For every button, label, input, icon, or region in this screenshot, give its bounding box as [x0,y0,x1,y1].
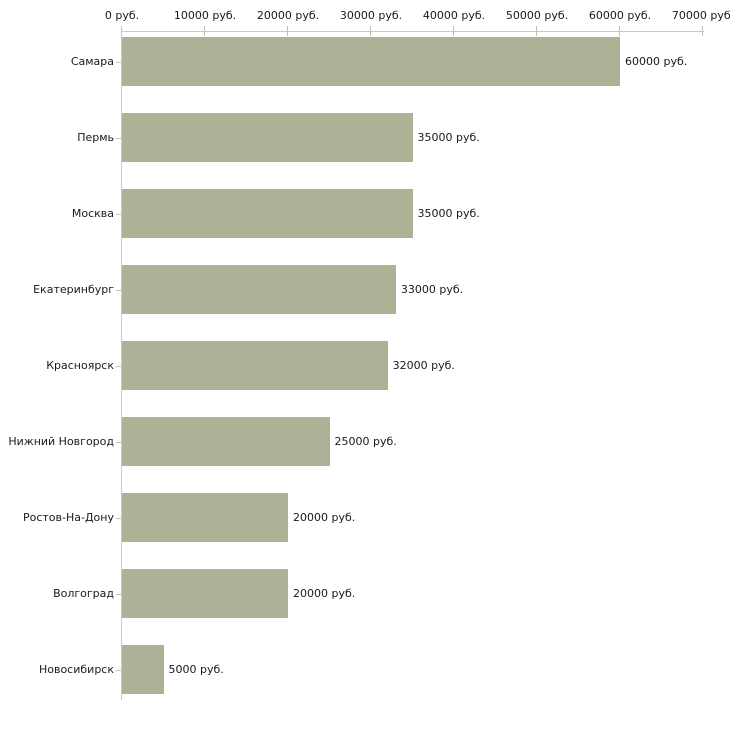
x-axis-tick-label: 10000 руб. [173,9,237,22]
y-axis-tick [116,442,122,443]
x-axis-tick [287,26,288,36]
x-axis-tick-label: 40000 руб. [422,9,486,22]
value-label: 35000 руб. [417,207,480,220]
y-axis-tick [116,518,122,519]
y-axis-tick [116,366,122,367]
value-label: 20000 руб. [293,587,356,600]
x-axis-tick [536,26,537,36]
y-axis-tick [116,214,122,215]
value-label: 32000 руб. [392,359,455,372]
bar [122,569,288,618]
bar [122,113,413,162]
value-label: 20000 руб. [293,511,356,524]
bar [122,265,396,314]
y-axis-tick [116,670,122,671]
x-axis-tick [702,26,703,36]
y-axis-tick [116,290,122,291]
x-axis-tick-label: 50000 руб. [505,9,569,22]
value-label: 60000 руб. [625,55,688,68]
category-label: Екатеринбург [33,283,114,296]
x-axis-tick-label: 70000 руб. [671,9,730,22]
bar [122,645,164,694]
x-axis-tick-label: 20000 руб. [256,9,320,22]
x-axis-line [121,31,704,32]
x-axis-tick [121,26,122,36]
category-label: Нижний Новгород [8,435,114,448]
value-label: 5000 руб. [168,663,224,676]
category-label: Волгоград [53,587,114,600]
bar [122,493,288,542]
category-label: Самара [70,55,114,68]
x-axis-tick [619,26,620,36]
category-label: Ростов-На-Дону [22,511,114,524]
x-axis-tick [370,26,371,36]
category-label: Пермь [77,131,114,144]
x-axis-tick-label: 0 руб. [104,9,140,22]
category-label: Красноярск [46,359,114,372]
y-axis-tick [116,594,122,595]
x-axis-tick [453,26,454,36]
category-label: Новосибирск [38,663,114,676]
y-axis-tick [116,62,122,63]
x-axis-tick-label: 30000 руб. [339,9,403,22]
x-axis-tick-label: 60000 руб. [588,9,652,22]
y-axis-tick [116,138,122,139]
value-label: 25000 руб. [334,435,397,448]
bar [122,37,620,86]
bar [122,417,330,466]
bar [122,189,413,238]
category-label: Москва [71,207,114,220]
value-label: 35000 руб. [417,131,480,144]
value-label: 33000 руб. [400,283,464,296]
x-axis-tick [204,26,205,36]
bar [122,341,388,390]
y-axis-line [121,31,122,700]
